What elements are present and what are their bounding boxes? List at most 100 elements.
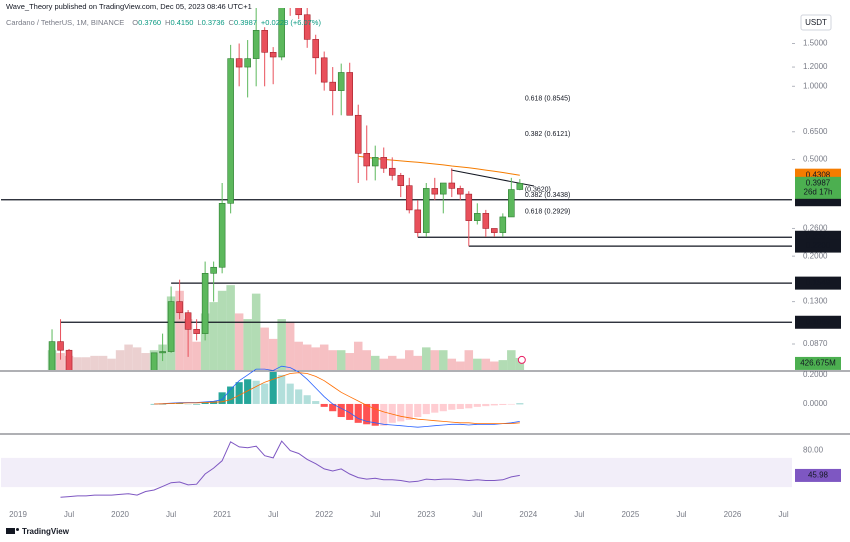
candle-body <box>380 157 388 169</box>
axis-layer: 1.5000 1.2000 1.0000 0.6500 0.5000 0.2600 0.20… <box>9 39 841 519</box>
volume-bar <box>192 341 201 370</box>
candle-body <box>474 213 481 221</box>
candle-body <box>48 341 56 370</box>
candle-body <box>397 175 405 186</box>
candle-body <box>295 8 302 16</box>
volume-bar <box>405 350 414 370</box>
macd-histogram-bar <box>465 403 473 409</box>
macd-histogram-bar <box>346 403 354 420</box>
y-tick-label: 0.6500 <box>803 127 828 136</box>
macd-histogram-bar <box>337 403 345 418</box>
level-label-box <box>795 315 841 329</box>
volume-bar <box>73 357 82 370</box>
candle-body <box>303 14 311 40</box>
x-tick-label: 2019 <box>9 510 27 519</box>
volume-layer <box>47 285 525 370</box>
candle-body <box>431 188 439 195</box>
macd-tick-label: 0.0000 <box>803 399 828 408</box>
candle-body <box>227 58 234 204</box>
x-tick-label: 2026 <box>724 510 742 519</box>
volume-bar <box>379 358 388 370</box>
rsi-line <box>60 440 520 498</box>
last-price-box <box>795 176 841 199</box>
candle-body <box>482 213 490 229</box>
candle-body <box>312 39 319 59</box>
fib-label: 0.618 (0.2929) <box>525 209 571 216</box>
volume-bar <box>141 353 150 370</box>
macd-histogram-bar <box>329 403 337 412</box>
countdown: 26d 17h <box>804 187 833 196</box>
volume-bar <box>413 355 423 370</box>
volume-bar <box>370 355 380 370</box>
macd-histogram-bar <box>507 403 515 405</box>
macd-histogram-bar <box>235 382 243 404</box>
candle-body <box>346 72 353 116</box>
legend-key: H <box>165 18 170 27</box>
macd-histogram-bar <box>227 386 235 404</box>
legend-value: 0.3760 <box>138 18 161 27</box>
macd-histogram-bar <box>397 403 405 422</box>
last-price: 0.3987 <box>806 178 831 187</box>
y-tick-label: 0.2000 <box>803 251 828 260</box>
macd-histogram-bar <box>320 403 328 407</box>
volume-bar <box>345 353 354 370</box>
candle-body <box>371 157 379 167</box>
price-layer <box>1 8 792 370</box>
x-tick-label: Jul <box>370 510 380 519</box>
legend-key: C <box>229 18 235 27</box>
macd-histogram-bar <box>295 389 303 404</box>
volume-bar <box>56 353 65 370</box>
x-tick-label: 2022 <box>315 510 333 519</box>
published-note: Wave_Theory published on TradingView.com… <box>6 2 252 11</box>
volume-bar <box>319 344 329 370</box>
volume-bar <box>507 350 516 370</box>
x-tick-label: 2021 <box>213 510 231 519</box>
volume-label: 426.675M <box>800 359 836 368</box>
currency-box[interactable] <box>800 14 832 31</box>
macd-histogram-bar <box>303 395 311 404</box>
macd-histogram-bar <box>388 403 396 423</box>
candle-body <box>388 167 396 176</box>
candle-body <box>491 228 498 233</box>
macd-histogram-bar <box>448 403 456 410</box>
macd-histogram-bar <box>286 383 294 404</box>
volume-bar <box>260 327 269 370</box>
x-tick-label: 2024 <box>519 510 537 519</box>
volume-bar <box>209 302 218 370</box>
alert-icon[interactable] <box>517 355 526 364</box>
volume-bar <box>353 341 363 370</box>
candle-body <box>448 182 456 189</box>
level-label: 0.2392 <box>806 232 831 241</box>
legend-key: O <box>132 18 138 27</box>
x-tick-label: Jul <box>64 510 74 519</box>
volume-bar <box>107 358 116 370</box>
volume-bar <box>311 347 320 370</box>
y-tick-label: 0.1300 <box>803 297 828 306</box>
volume-bar <box>124 344 133 370</box>
volume-bar <box>81 357 91 370</box>
fib-label: 0.618 (0.8545) <box>525 96 571 103</box>
signal-line <box>154 372 520 424</box>
macd-histogram-bar <box>405 403 413 420</box>
macd-histogram-bar <box>380 403 388 426</box>
macd-histogram-bar <box>201 402 209 404</box>
volume-bar <box>217 290 227 370</box>
macd-layer <box>150 365 524 428</box>
volume-bar <box>473 358 482 370</box>
candle-body <box>261 30 268 53</box>
candle-body <box>269 52 277 58</box>
currency: USDT <box>805 18 827 27</box>
candle-body <box>278 8 285 58</box>
macd-histogram-bar <box>431 403 439 413</box>
candle-body <box>252 30 260 59</box>
level-label-box <box>795 239 841 253</box>
volume-bar <box>175 290 184 370</box>
level-label: 0.1069 <box>806 317 831 326</box>
volume-bar <box>336 350 346 370</box>
candle-body <box>167 301 175 352</box>
candle-body <box>244 58 251 68</box>
candle-body <box>176 301 183 314</box>
y-tick-label: 1.2000 <box>803 62 828 71</box>
macd-histogram-bar <box>354 403 362 423</box>
